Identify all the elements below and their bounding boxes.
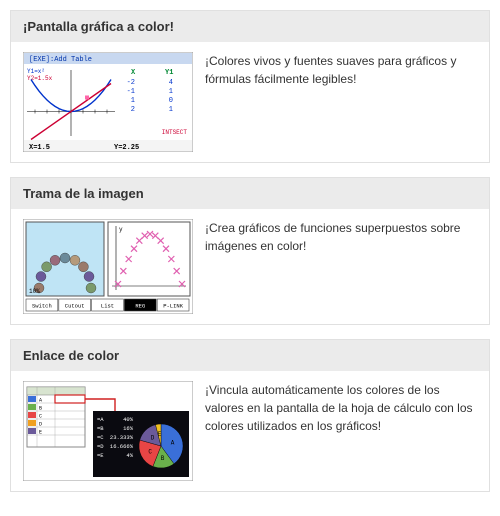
svg-text:C: C bbox=[148, 448, 152, 455]
svg-text:y: y bbox=[119, 226, 123, 233]
svg-text:B: B bbox=[161, 455, 165, 462]
svg-text:X=1.5: X=1.5 bbox=[29, 144, 50, 152]
svg-text:2: 2 bbox=[131, 106, 135, 114]
svg-text:REG: REG bbox=[135, 303, 145, 310]
svg-text:A: A bbox=[39, 398, 42, 404]
svg-text:40%: 40% bbox=[123, 416, 134, 423]
svg-text:INTSECT: INTSECT bbox=[162, 129, 188, 136]
svg-text:Cutout: Cutout bbox=[65, 303, 85, 310]
section-body: [EXE]:Add TableY1=x²Y2=1.5xXY1-24-111021… bbox=[11, 42, 489, 162]
svg-text:-1: -1 bbox=[127, 88, 135, 96]
feature-section: Trama de la imagen 10% y Switch Cutout List RE… bbox=[10, 177, 490, 325]
svg-text:1: 1 bbox=[169, 88, 173, 96]
section-description: ¡Crea gráficos de funciones superpuestos… bbox=[205, 219, 477, 314]
svg-text:C: C bbox=[39, 414, 42, 420]
svg-text:Y1: Y1 bbox=[165, 69, 173, 77]
svg-text:E: E bbox=[39, 430, 42, 436]
svg-text:Y1=x²: Y1=x² bbox=[27, 68, 45, 75]
feature-section: ¡Pantalla gráfica a color! [EXE]:Add Tabl… bbox=[10, 10, 490, 163]
feature-section: Enlace de colorABCDE=A40%=B16%=C23.333%=… bbox=[10, 339, 490, 492]
section-title: Trama de la imagen bbox=[11, 178, 489, 209]
svg-text:=C: =C bbox=[97, 434, 104, 441]
svg-text:=D: =D bbox=[97, 443, 104, 450]
section-description: ¡Vincula automáticamente los colores de … bbox=[205, 381, 477, 481]
svg-text:B: B bbox=[39, 406, 42, 412]
section-body: ABCDE=A40%=B16%=C23.333%=D16.666%=E4%ABC… bbox=[11, 371, 489, 491]
svg-text:10%: 10% bbox=[29, 288, 40, 295]
svg-text:[EXE]:Add Table: [EXE]:Add Table bbox=[29, 56, 92, 64]
svg-text:4: 4 bbox=[169, 79, 173, 87]
svg-text:-2: -2 bbox=[127, 79, 135, 87]
section-thumbnail: ABCDE=A40%=B16%=C23.333%=D16.666%=E4%ABC… bbox=[23, 381, 193, 481]
svg-text:=A: =A bbox=[97, 416, 104, 423]
svg-text:D: D bbox=[39, 422, 42, 428]
svg-text:=B: =B bbox=[97, 425, 104, 432]
svg-text:16%: 16% bbox=[123, 425, 134, 432]
svg-text:Y=2.25: Y=2.25 bbox=[114, 144, 139, 152]
svg-text:23.333%: 23.333% bbox=[110, 434, 134, 441]
svg-text:Switch: Switch bbox=[32, 303, 52, 310]
svg-text:16.666%: 16.666% bbox=[110, 443, 134, 450]
svg-text:=E: =E bbox=[97, 452, 104, 459]
section-body: 10% y Switch Cutout List REG P-LINK ¡Crea gráfi… bbox=[11, 209, 489, 324]
section-title: ¡Pantalla gráfica a color! bbox=[11, 11, 489, 42]
svg-text:1: 1 bbox=[131, 97, 135, 105]
svg-text:A: A bbox=[171, 439, 175, 446]
section-thumbnail: 10% y Switch Cutout List REG P-LINK bbox=[23, 219, 193, 314]
section-title: Enlace de color bbox=[11, 340, 489, 371]
svg-text:1: 1 bbox=[169, 106, 173, 114]
svg-text:4%: 4% bbox=[126, 452, 133, 459]
svg-text:0: 0 bbox=[169, 97, 173, 105]
section-description: ¡Colores vivos y fuentes suaves para grá… bbox=[205, 52, 477, 152]
svg-text:E: E bbox=[158, 431, 162, 438]
svg-text:P-LINK: P-LINK bbox=[163, 303, 184, 310]
section-thumbnail: [EXE]:Add TableY1=x²Y2=1.5xXY1-24-111021… bbox=[23, 52, 193, 152]
svg-text:Y2=1.5x: Y2=1.5x bbox=[27, 75, 53, 82]
svg-text:List: List bbox=[101, 303, 114, 310]
svg-text:D: D bbox=[151, 434, 155, 441]
